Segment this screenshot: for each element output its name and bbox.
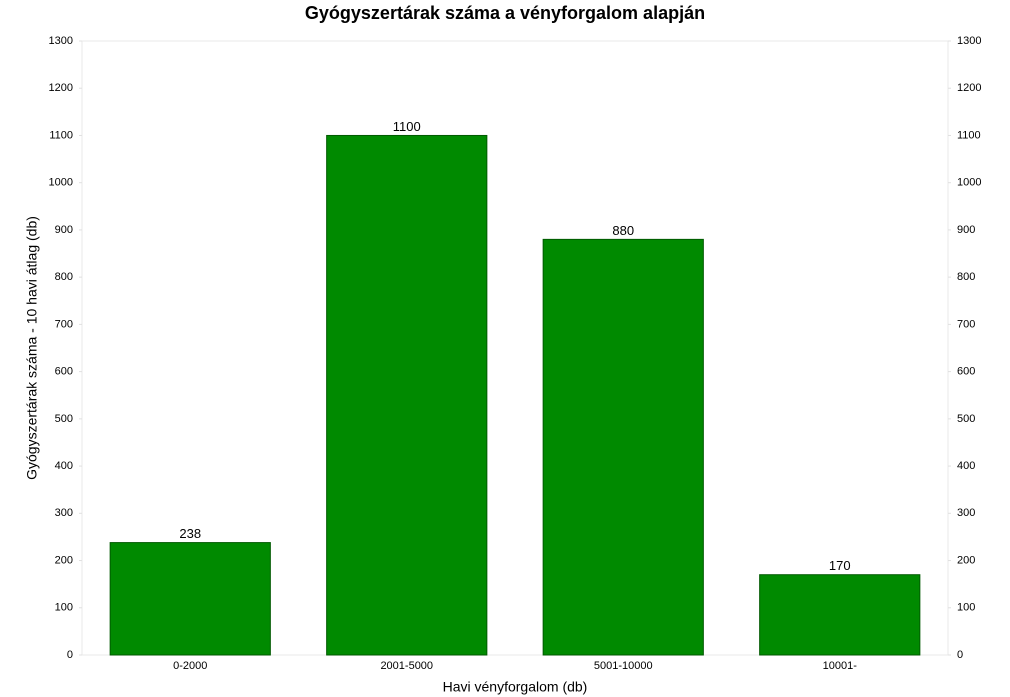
y-axis-label: Gyógyszertárak száma - 10 havi átlag (db… xyxy=(24,216,40,480)
y2-tick-label: 1100 xyxy=(957,129,981,141)
y-tick-label: 1000 xyxy=(49,177,73,189)
y-tick-label: 600 xyxy=(55,366,73,378)
x-tick-label: 5001-10000 xyxy=(594,660,653,672)
y2-tick-label: 300 xyxy=(957,507,975,519)
bar xyxy=(542,238,704,656)
y-tick-label: 400 xyxy=(55,460,73,472)
y2-tick-label: 900 xyxy=(957,224,975,236)
plot-frame xyxy=(81,40,949,656)
y-tick-label: 0 xyxy=(67,649,73,661)
bar xyxy=(759,574,921,656)
x-tick-label: 0-2000 xyxy=(173,660,207,672)
y-tick-label: 700 xyxy=(55,318,73,330)
y2-tick-label: 700 xyxy=(957,318,975,330)
y2-tick-label: 1300 xyxy=(957,35,981,47)
y2-tick-label: 200 xyxy=(957,554,975,566)
y-tick-label: 500 xyxy=(55,413,73,425)
x-tick-label: 10001- xyxy=(823,660,858,672)
data-label: 1100 xyxy=(393,119,421,134)
y-tick-label: 1300 xyxy=(49,35,73,47)
y2-tick-label: 1200 xyxy=(957,82,981,94)
bar xyxy=(326,134,488,656)
y-tick-label: 1100 xyxy=(49,129,73,141)
y-tick-label: 800 xyxy=(55,271,73,283)
chart-title: Gyógyszertárak száma a vényforgalom alap… xyxy=(305,3,705,23)
y2-tick-label: 400 xyxy=(957,460,975,472)
y-tick-label: 900 xyxy=(55,224,73,236)
y-tick-label: 300 xyxy=(55,507,73,519)
y-tick-label: 200 xyxy=(55,554,73,566)
x-axis-label: Havi vényforgalom (db) xyxy=(443,679,588,695)
y2-tick-label: 0 xyxy=(957,649,963,661)
y2-tick-label: 500 xyxy=(957,413,975,425)
data-label: 170 xyxy=(829,558,851,573)
data-label: 238 xyxy=(179,526,201,541)
y-tick-label: 1200 xyxy=(49,82,73,94)
y-tick-label: 100 xyxy=(55,602,73,614)
y2-tick-label: 100 xyxy=(957,602,975,614)
y2-tick-label: 800 xyxy=(957,271,975,283)
y2-tick-label: 600 xyxy=(957,366,975,378)
bar xyxy=(109,542,271,656)
data-label: 880 xyxy=(612,223,634,238)
y2-tick-label: 1000 xyxy=(957,177,981,189)
x-tick-label: 2001-5000 xyxy=(380,660,433,672)
